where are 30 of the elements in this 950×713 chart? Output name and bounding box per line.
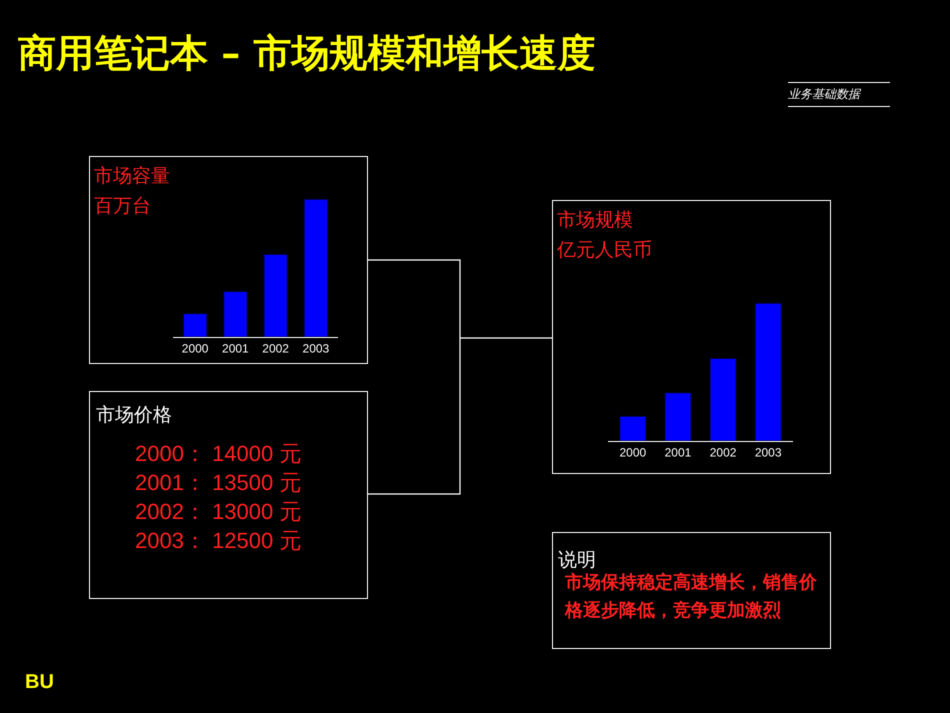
text: 业务基础数据 <box>788 82 890 107</box>
x-tick-label: 2002 <box>710 445 737 460</box>
text: 2001： 13500 元 <box>135 469 302 497</box>
x-tick-label: 2003 <box>754 445 782 460</box>
text: 2000： 14000 元 <box>135 440 302 468</box>
x-tick-label: 2000 <box>619 445 646 460</box>
x-tick-label: 2001 <box>664 445 692 460</box>
text: BU <box>25 671 54 694</box>
text: 2003： 12500 元 <box>135 527 302 555</box>
text: 商用笔记本 – 市场规模和增长速度 <box>18 29 596 77</box>
chart-title: 市场容量 <box>94 164 170 189</box>
text: 2002： 13000 元 <box>135 498 302 526</box>
bar <box>754 302 782 441</box>
bar <box>182 313 208 337</box>
x-tick-label: 2001 <box>222 341 250 356</box>
chart-title: 市场规模 <box>557 208 633 233</box>
x-tick-label: 2000 <box>182 341 209 356</box>
bar <box>619 416 646 441</box>
bar <box>664 392 692 441</box>
text: 说明 <box>558 548 596 572</box>
chart-subtitle: 亿元人民币 <box>557 238 652 263</box>
x-tick-label: 2002 <box>262 341 290 356</box>
text: 市场价格 <box>96 403 172 428</box>
bar <box>709 358 737 441</box>
bar <box>223 291 248 337</box>
chart-subtitle: 百万台 <box>94 194 151 219</box>
text: 市场保持稳定高速增长，销售价格逐步降低，竞争更加激烈 <box>565 572 817 621</box>
bar <box>263 254 288 337</box>
bar <box>304 198 328 337</box>
x-tick-label: 2003 <box>302 341 330 356</box>
